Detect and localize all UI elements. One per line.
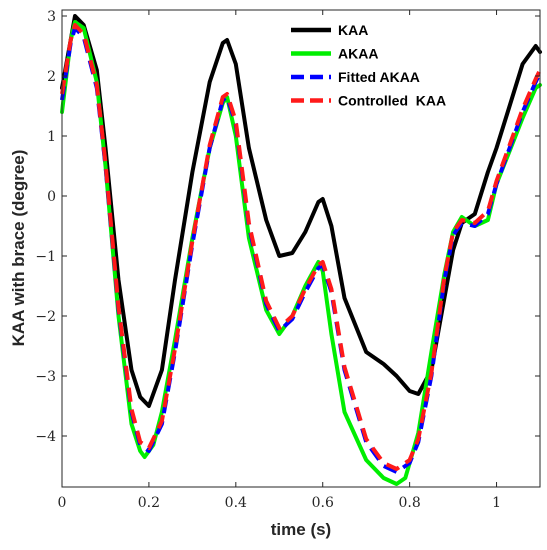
legend-label-3: Controlled KAA: [338, 93, 446, 109]
x-tick-label: 0.6: [312, 495, 334, 511]
y-axis-ticks: 3 2 1 0 −1 −2 −3 −4: [35, 9, 540, 445]
y-tick-label: 0: [47, 189, 56, 205]
x-tick-label: 1: [492, 495, 501, 511]
legend-label-0: KAA: [338, 22, 368, 38]
plot-lines: [60, 14, 542, 486]
y-tick-label: −1: [35, 249, 56, 265]
plot-area-frame: [61, 9, 541, 488]
x-axis-ticks: 0 0.2 0.4 0.6 0.8 1: [58, 10, 501, 511]
y-tick-label: 2: [47, 69, 56, 85]
y-tick-label: 3: [47, 9, 56, 25]
x-tick-label: 0: [58, 495, 67, 511]
y-tick-label: −4: [35, 429, 56, 445]
legend-label-2: Fitted AKAA: [338, 69, 420, 85]
y-tick-label: −3: [35, 369, 56, 385]
legend-label-1: AKAA: [338, 46, 378, 62]
x-tick-label: 0.8: [399, 495, 421, 511]
series-line-2: [60, 26, 542, 474]
y-tick-label: 1: [47, 129, 56, 145]
x-axis-label: time (s): [271, 520, 331, 539]
series-line-3: [60, 23, 542, 471]
y-axis-label: KAA with brace (degree): [9, 150, 28, 347]
legend: KAA AKAA Fitted AKAA Controlled KAA: [291, 22, 446, 109]
y-tick-label: −2: [35, 309, 56, 325]
series-line-0: [60, 14, 542, 408]
x-tick-label: 0.2: [138, 495, 160, 511]
x-tick-label: 0.4: [225, 495, 247, 511]
